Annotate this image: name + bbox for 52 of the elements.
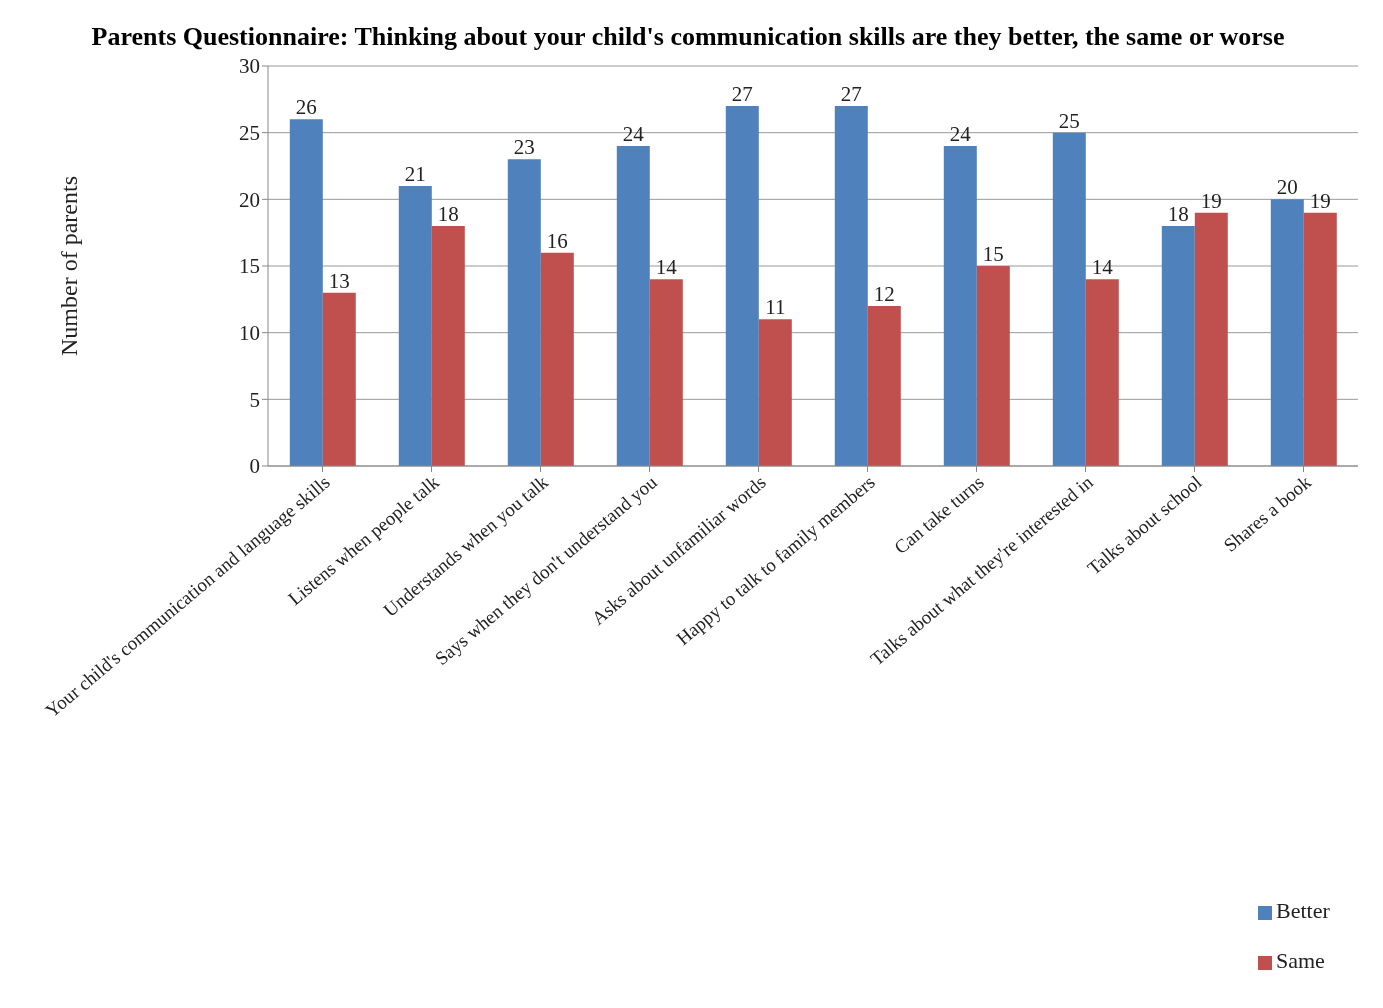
data-label: 16 bbox=[546, 228, 568, 253]
data-label: 14 bbox=[655, 255, 678, 280]
bar bbox=[616, 146, 650, 466]
y-tick-label: 25 bbox=[239, 121, 260, 146]
bar bbox=[725, 106, 759, 466]
bar bbox=[1303, 212, 1337, 466]
y-tick-label: 5 bbox=[249, 387, 260, 412]
bar bbox=[1085, 279, 1119, 466]
y-tick-label: 30 bbox=[239, 54, 260, 79]
bar bbox=[540, 252, 574, 466]
bar bbox=[431, 226, 465, 466]
data-label: 18 bbox=[437, 202, 459, 226]
legend-label: Better bbox=[1276, 898, 1330, 923]
bar bbox=[943, 146, 977, 466]
bar bbox=[398, 186, 432, 466]
bar bbox=[1052, 132, 1086, 466]
bar bbox=[649, 279, 683, 466]
data-label: 21 bbox=[404, 162, 426, 186]
y-tick-label: 15 bbox=[239, 254, 260, 279]
data-label: 14 bbox=[1091, 255, 1114, 280]
data-label: 25 bbox=[1058, 108, 1080, 133]
bar bbox=[758, 319, 792, 466]
data-label: 15 bbox=[982, 242, 1004, 266]
data-label: 24 bbox=[949, 122, 972, 146]
data-label: 23 bbox=[513, 135, 535, 160]
bar bbox=[834, 106, 868, 466]
bar bbox=[1161, 226, 1195, 466]
y-axis-title: Number of parents bbox=[55, 176, 82, 356]
bar bbox=[1194, 212, 1228, 466]
data-label: 12 bbox=[873, 282, 895, 306]
data-label: 19 bbox=[1309, 188, 1331, 213]
data-label: 13 bbox=[328, 268, 350, 293]
data-label: 20 bbox=[1276, 175, 1298, 200]
data-label: 24 bbox=[622, 122, 645, 146]
bar bbox=[289, 119, 323, 466]
data-label: 18 bbox=[1167, 202, 1189, 226]
data-label: 19 bbox=[1200, 188, 1222, 213]
bar bbox=[867, 306, 901, 466]
y-tick-label: 20 bbox=[239, 187, 260, 212]
data-label: 27 bbox=[840, 82, 862, 106]
data-label: 26 bbox=[295, 95, 317, 120]
bar bbox=[507, 159, 541, 466]
bar bbox=[976, 266, 1010, 466]
y-tick-label: 10 bbox=[239, 321, 260, 346]
y-tick-label: 0 bbox=[249, 454, 260, 479]
chart-title: Parents Questionnaire: Thinking about your child's communication skills are they better, the same or worse bbox=[90, 21, 1286, 53]
legend-label: Same bbox=[1276, 948, 1325, 973]
data-label: 11 bbox=[765, 295, 786, 320]
data-label: 27 bbox=[731, 82, 753, 106]
bar bbox=[1270, 199, 1304, 466]
x-tick-label: Can take turns bbox=[890, 471, 988, 558]
bar bbox=[322, 292, 356, 466]
